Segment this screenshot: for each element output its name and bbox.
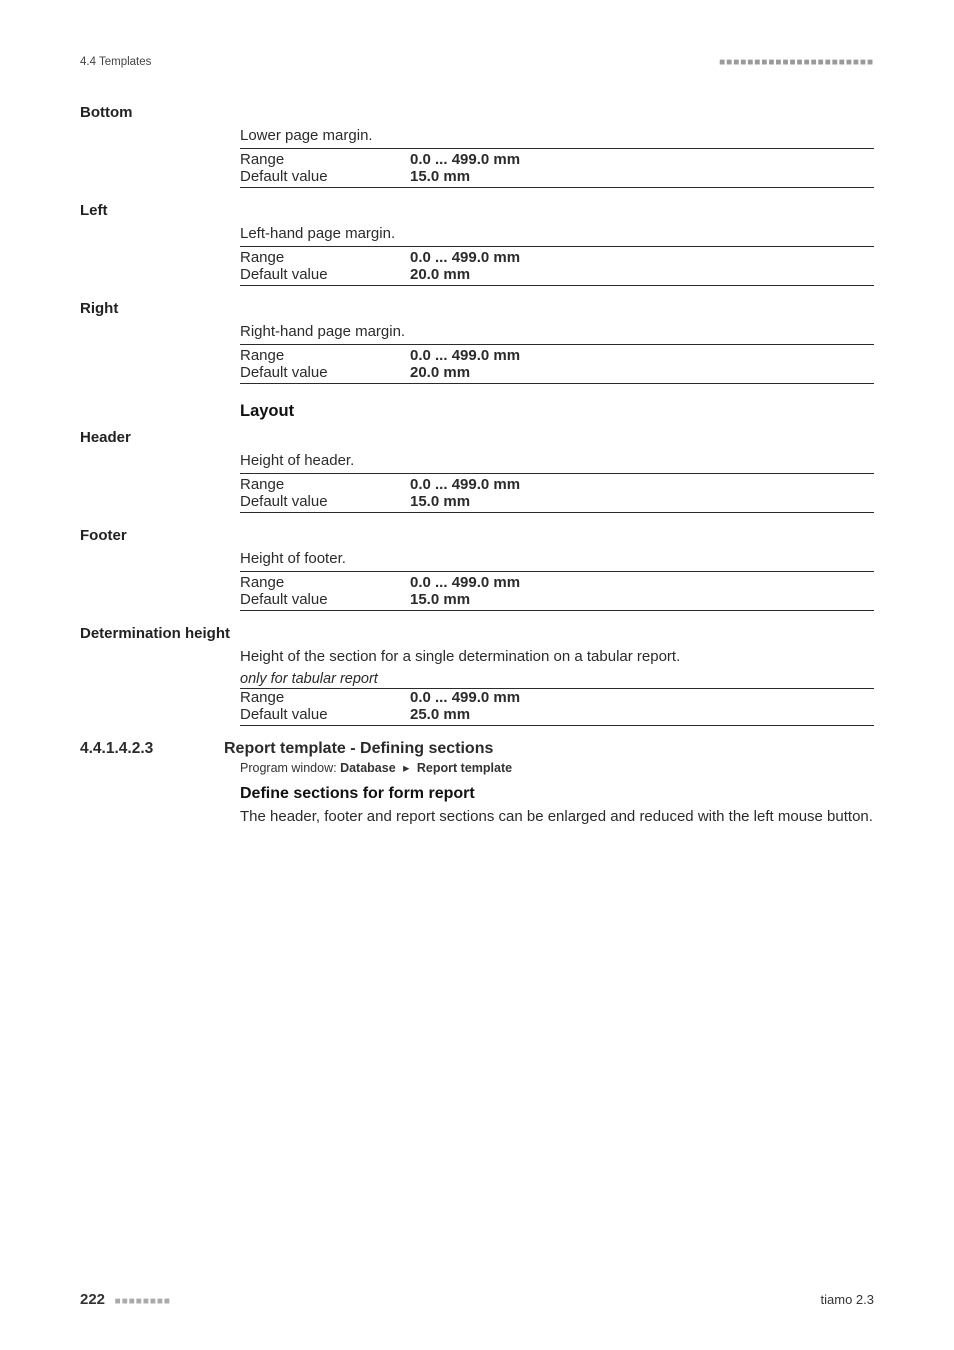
param-row: Default value 25.0 mm [240,706,874,726]
param-row-label: Range [240,689,410,706]
param-bottom: Bottom Lower page margin. Range 0.0 ... … [80,104,874,188]
param-right: Right Right-hand page margin. Range 0.0 … [80,300,874,384]
param-row-value: 20.0 mm [410,364,470,381]
param-row-label: Range [240,476,410,493]
param-row: Range 0.0 ... 499.0 mm [240,148,874,168]
param-row: Range 0.0 ... 499.0 mm [240,473,874,493]
param-row: Default value 20.0 mm [240,266,874,286]
param-row: Default value 15.0 mm [240,591,874,611]
layout-heading: Layout [240,402,874,421]
param-desc: Height of the section for a single deter… [240,648,874,665]
param-left: Left Left-hand page margin. Range 0.0 ..… [80,202,874,286]
section-number: 4.4.1.4.2.3 [80,740,200,758]
param-row: Default value 15.0 mm [240,493,874,513]
section-heading: 4.4.1.4.2.3 Report template - Defining s… [80,740,874,758]
param-row-value: 15.0 mm [410,168,470,185]
param-row-label: Default value [240,493,410,510]
param-row: Range 0.0 ... 499.0 mm [240,246,874,266]
footer-left: 222 ■■■■■■■■ [80,1291,171,1308]
running-header: 4.4 Templates ■■■■■■■■■■■■■■■■■■■■■■ [80,56,874,68]
param-row-value: 15.0 mm [410,493,470,510]
param-row: Range 0.0 ... 499.0 mm [240,571,874,591]
param-row-label: Range [240,347,410,364]
param-desc: Height of header. [240,452,874,469]
param-desc: Lower page margin. [240,127,874,144]
param-label: Left [80,202,874,219]
param-row-value: 15.0 mm [410,591,470,608]
crumb-item: Report template [417,761,512,775]
crumb-item: Database [340,761,396,775]
param-desc: Right-hand page margin. [240,323,874,340]
param-row-value: 0.0 ... 499.0 mm [410,249,520,266]
param-row-value: 0.0 ... 499.0 mm [410,574,520,591]
param-note: only for tabular report [240,671,874,689]
crumb-prefix: Program window: [240,761,337,775]
breadcrumb: Program window: Database ▸ Report templa… [240,760,874,775]
footer-page-number: 222 [80,1291,105,1308]
param-row-label: Range [240,151,410,168]
param-header: Header Height of header. Range 0.0 ... 4… [80,429,874,513]
param-row-label: Range [240,574,410,591]
running-header-left: 4.4 Templates [80,56,151,68]
param-row: Range 0.0 ... 499.0 mm [240,689,874,706]
section-subheading: Define sections for form report [240,785,874,803]
param-row-value: 0.0 ... 499.0 mm [410,689,520,706]
param-label: Header [80,429,874,446]
param-determination-height: Determination height Height of the secti… [80,625,874,726]
param-row-label: Default value [240,706,410,723]
param-label: Determination height [80,625,874,642]
param-desc: Left-hand page margin. [240,225,874,242]
param-row-label: Default value [240,364,410,381]
param-row-label: Default value [240,266,410,283]
param-row: Range 0.0 ... 499.0 mm [240,344,874,364]
param-desc: Height of footer. [240,550,874,567]
param-row: Default value 15.0 mm [240,168,874,188]
param-label: Right [80,300,874,317]
param-row-value: 0.0 ... 499.0 mm [410,347,520,364]
running-header-dots: ■■■■■■■■■■■■■■■■■■■■■■ [719,57,874,68]
chevron-right-icon: ▸ [403,761,409,775]
param-row-label: Default value [240,591,410,608]
param-footer: Footer Height of footer. Range 0.0 ... 4… [80,527,874,611]
param-row: Default value 20.0 mm [240,364,874,384]
param-row-label: Range [240,249,410,266]
section-paragraph: The header, footer and report sections c… [240,807,874,827]
param-row-label: Default value [240,168,410,185]
footer-dots: ■■■■■■■■ [115,1296,171,1307]
param-row-value: 0.0 ... 499.0 mm [410,476,520,493]
param-row-value: 0.0 ... 499.0 mm [410,151,520,168]
param-row-value: 20.0 mm [410,266,470,283]
param-label: Footer [80,527,874,544]
section-title: Report template - Defining sections [224,740,493,758]
param-label: Bottom [80,104,874,121]
footer-right: tiamo 2.3 [821,1292,874,1307]
page-footer: 222 ■■■■■■■■ tiamo 2.3 [80,1291,874,1308]
param-row-value: 25.0 mm [410,706,470,723]
